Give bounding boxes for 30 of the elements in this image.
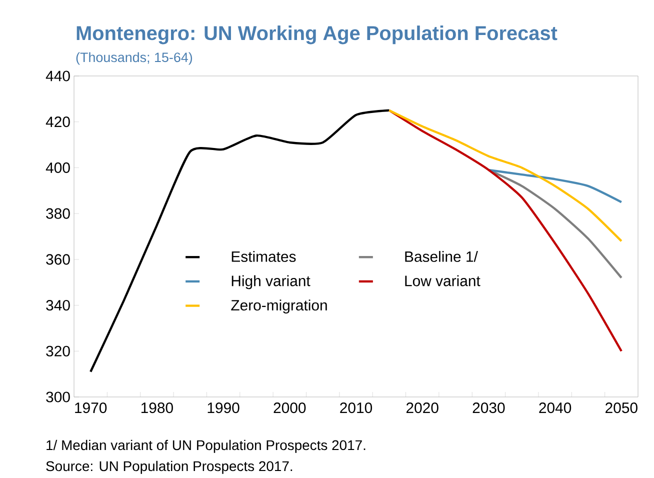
legend-label: Zero-migration: [231, 300, 327, 314]
legend-label: High variant: [232, 275, 310, 290]
line-series: [388, 109, 623, 352]
x-tick-label: 1990: [208, 402, 240, 414]
legend-label: Low variant: [405, 275, 480, 286]
y-tick-label: 380: [46, 208, 70, 219]
y-tick-label: 300: [46, 392, 70, 402]
x-tick-label: 1970: [75, 402, 107, 414]
x-tick-label: 2050: [606, 402, 638, 414]
line-series: [388, 109, 623, 242]
line-series: [488, 168, 623, 204]
y-tick-label: 440: [46, 70, 70, 82]
chart-subtitle: (Thousands; 15-64): [76, 52, 192, 65]
x-tick-label: 2040: [539, 402, 572, 414]
x-tick-label: 1980: [141, 402, 173, 414]
y-tick-label: 320: [46, 346, 70, 356]
x-tick-label: 2020: [406, 402, 438, 414]
text: 1/ Median variant of UN Population Prospects 2017.: [46, 440, 366, 453]
source-note: Source: UN Population Prospects 2017.: [46, 460, 292, 474]
y-tick-label: 340: [46, 300, 70, 311]
legend-label: Baseline 1/: [405, 250, 478, 262]
chart-title: Montenegro: UN Working Age Population Forecast: [76, 26, 558, 44]
y-tick-label: 360: [46, 254, 70, 265]
y-tick-label: 420: [46, 116, 70, 128]
x-tick-label: 2010: [340, 402, 372, 414]
x-tick-label: 2000: [274, 402, 306, 414]
line-series: [90, 109, 390, 373]
y-tick-label: 400: [46, 162, 70, 173]
x-tick-label: 2030: [472, 402, 505, 414]
legend-label: Estimates: [232, 250, 296, 262]
